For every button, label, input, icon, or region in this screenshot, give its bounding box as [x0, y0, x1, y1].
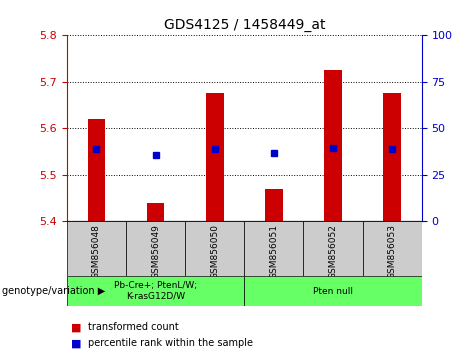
Bar: [88, 119, 105, 221]
Text: Pten null: Pten null: [313, 287, 353, 296]
Bar: [206, 93, 224, 221]
Bar: [265, 189, 283, 221]
Text: percentile rank within the sample: percentile rank within the sample: [88, 338, 253, 348]
Text: ■: ■: [71, 338, 85, 348]
Bar: [67, 276, 244, 306]
Text: GSM856050: GSM856050: [210, 224, 219, 279]
Bar: [324, 70, 342, 221]
Bar: [244, 221, 303, 276]
Text: GSM856052: GSM856052: [329, 224, 337, 279]
Text: GSM856051: GSM856051: [269, 224, 278, 279]
Bar: [147, 202, 165, 221]
Text: GSM856049: GSM856049: [151, 224, 160, 279]
Text: GSM856053: GSM856053: [388, 224, 397, 279]
Text: GSM856048: GSM856048: [92, 224, 101, 279]
Bar: [384, 93, 401, 221]
Text: transformed count: transformed count: [88, 322, 178, 332]
Text: Pb-Cre+; PtenL/W;
K-rasG12D/W: Pb-Cre+; PtenL/W; K-rasG12D/W: [114, 281, 197, 301]
Bar: [126, 221, 185, 276]
Bar: [244, 276, 422, 306]
Text: ■: ■: [71, 322, 85, 332]
Text: genotype/variation ▶: genotype/variation ▶: [2, 286, 106, 296]
Bar: [303, 221, 363, 276]
Bar: [363, 221, 422, 276]
Bar: [67, 221, 126, 276]
Title: GDS4125 / 1458449_at: GDS4125 / 1458449_at: [164, 18, 325, 32]
Bar: [185, 221, 244, 276]
